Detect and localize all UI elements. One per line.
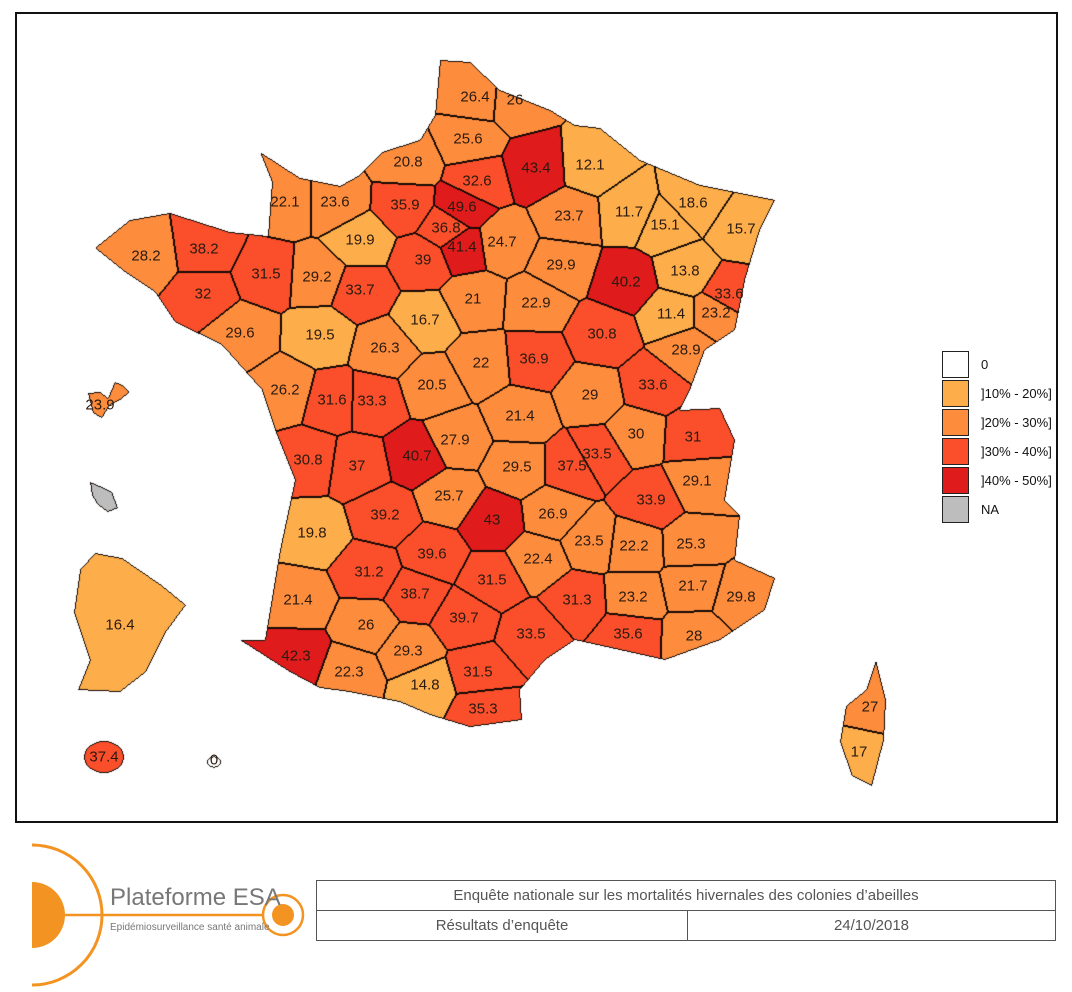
svg-text:Epidémiosurveillance santé ani: Epidémiosurveillance santé animale	[110, 922, 270, 933]
legend-item: NA	[942, 495, 1052, 524]
legend-item: ]30% - 40%]	[942, 437, 1052, 466]
plateforme-esa-logo: Plateforme ESA Epidémiosurveillance sant…	[20, 840, 305, 990]
legend-label: NA	[981, 502, 1000, 517]
survey-title: Enquête nationale sur les mortalités hiv…	[316, 880, 1056, 911]
legend-label: ]20% - 30%]	[981, 415, 1052, 430]
legend-label: 0	[981, 357, 989, 372]
report-info-table: Enquête nationale sur les mortalités hiv…	[316, 880, 1056, 941]
legend-label: ]30% - 40%]	[981, 444, 1052, 459]
svg-text:Plateforme ESA: Plateforme ESA	[110, 884, 281, 911]
legend-swatch	[942, 351, 969, 378]
document-type: Résultats d’enquête	[316, 910, 688, 941]
legend-swatch	[942, 467, 969, 494]
legend-item: ]10% - 20%]	[942, 379, 1052, 408]
choropleth-map	[17, 14, 1056, 821]
map-frame: 26.4 26 25.6 20.8 32.6 43.4 12.1 22.1 23.6 35.9 49…	[15, 12, 1058, 823]
legend-item: ]20% - 30%]	[942, 408, 1052, 437]
legend-label: ]10% - 20%]	[981, 386, 1052, 401]
legend-label: ]40% - 50%]	[981, 473, 1052, 488]
legend-swatch	[942, 409, 969, 436]
legend-swatch	[942, 380, 969, 407]
report-date: 24/10/2018	[687, 910, 1056, 941]
legend-item: 0	[942, 350, 1052, 379]
legend-item: ]40% - 50%]	[942, 466, 1052, 495]
legend-swatch	[942, 438, 969, 465]
legend-swatch	[942, 496, 969, 523]
legend: 0 ]10% - 20%] ]20% - 30%] ]30% - 40%] ]40% -…	[942, 350, 1052, 524]
